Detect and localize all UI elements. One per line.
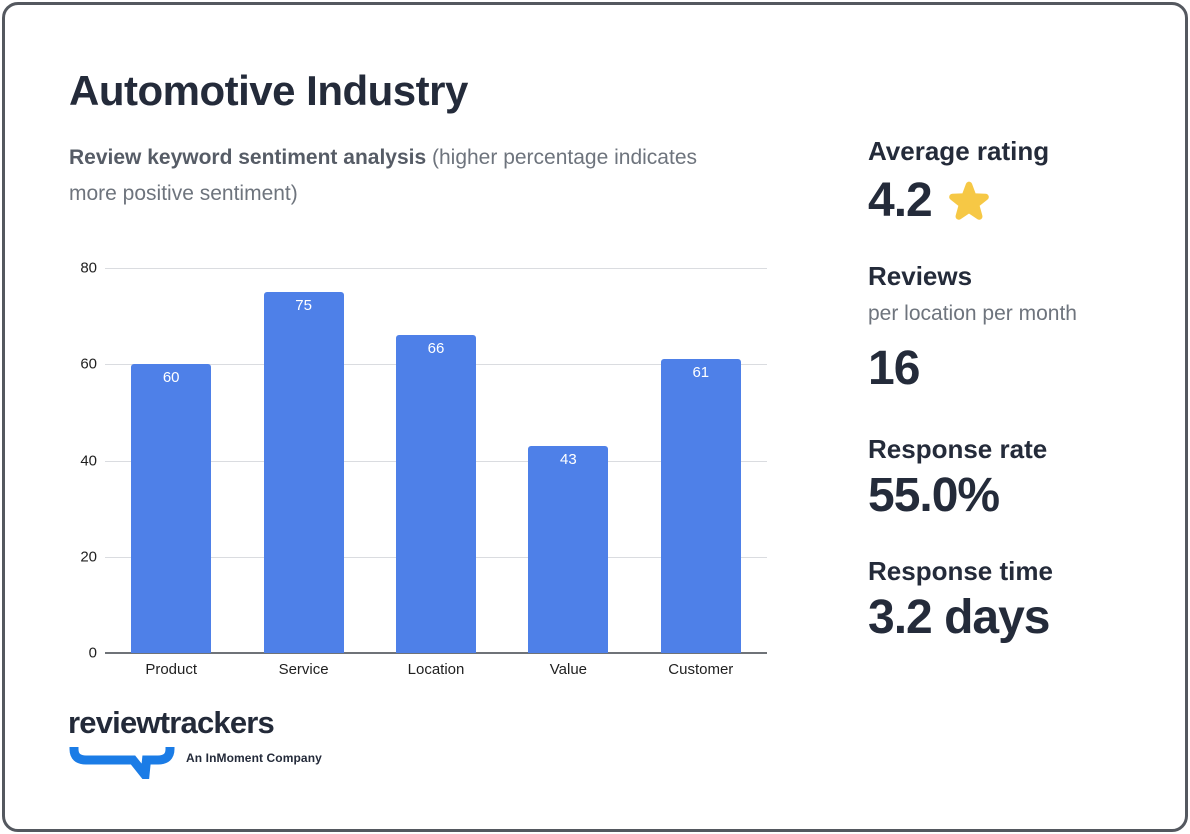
gridline — [105, 268, 767, 269]
speech-bubble-swoosh-icon — [69, 747, 175, 787]
bar-value: 43 — [528, 446, 609, 653]
y-tick-label: 60 — [80, 355, 97, 373]
reviewtrackers-logo-text: reviewtrackers — [68, 705, 275, 740]
bar-customer: 61 — [660, 359, 741, 653]
reviews-sublabel: per location per month — [868, 302, 1077, 325]
response-time-value: 3.2 days — [868, 591, 1050, 644]
response-time-value-row: 3.2 days — [868, 590, 1050, 645]
average-rating-value: 4.2 — [868, 174, 933, 227]
chart-subtitle: Review keyword sentiment analysis (highe… — [69, 140, 714, 212]
x-tick-label-location: Location — [407, 661, 465, 678]
inmoment-tagline: An InMoment Company — [186, 751, 322, 765]
bar-value-label: 75 — [295, 297, 312, 315]
response-rate-value: 55.0% — [868, 469, 1000, 522]
bar-location: 66 — [396, 335, 476, 653]
x-axis-labels: Product Service Location Value Customer — [105, 661, 767, 681]
reviews-label: Reviews — [868, 261, 973, 291]
bar-product: 60 — [131, 364, 212, 653]
star-icon — [946, 178, 992, 224]
chart-subtitle-bold: Review keyword sentiment analysis — [69, 146, 427, 169]
bar-value-label: 60 — [162, 369, 180, 387]
bar-value-label: 61 — [692, 364, 710, 382]
x-axis-line — [105, 652, 767, 654]
x-tick-label-value: Value — [549, 661, 588, 678]
y-tick-label: 0 — [88, 644, 97, 662]
x-tick-label-customer: Customer — [668, 661, 734, 678]
y-tick-label: 40 — [80, 452, 97, 469]
bar-value-label: 43 — [560, 451, 577, 469]
reviews-value-row: 16 — [868, 341, 920, 396]
x-tick-label-product: Product — [145, 661, 198, 678]
sentiment-bar-chart: 0 20 40 60 80 60 75 66 43 61 Product Service Locat… — [53, 260, 783, 690]
response-rate-label: Response rate — [868, 434, 1048, 464]
x-tick-label-service: Service — [278, 661, 329, 678]
average-rating-value-row: 4.2 — [868, 173, 992, 228]
y-tick-label: 80 — [80, 259, 97, 277]
bar-service: 75 — [263, 292, 344, 653]
plot-area: 60 75 66 43 61 — [105, 268, 767, 654]
bar-value-label: 66 — [427, 340, 445, 358]
chart-subtitle-note: (higher percentage indicates more positi… — [69, 146, 697, 205]
y-tick-label: 20 — [80, 548, 97, 566]
average-rating-label: Average rating — [868, 136, 1050, 166]
response-rate-value-row: 55.0% — [868, 468, 1000, 523]
page-title: Automotive Industry — [69, 67, 468, 114]
response-time-label: Response time — [868, 556, 1053, 586]
reviews-value: 16 — [868, 342, 920, 395]
y-axis-labels: 0 20 40 60 80 — [53, 260, 97, 662]
